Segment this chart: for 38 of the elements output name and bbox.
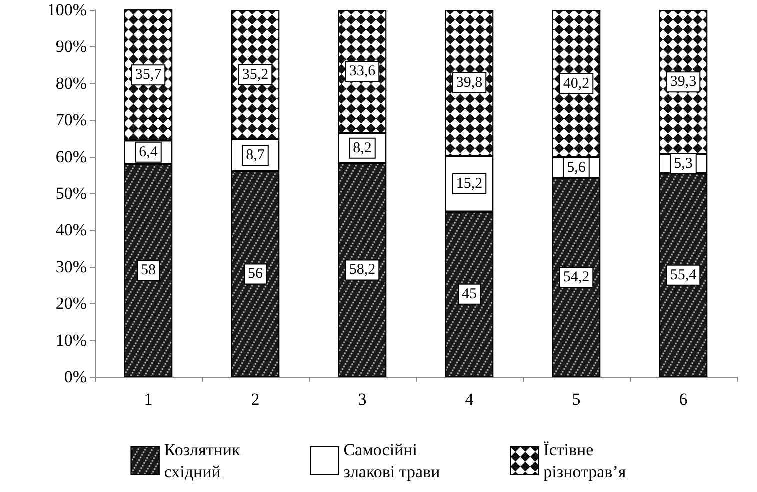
data-label: 54,2 [563, 270, 590, 286]
data-label: 5,3 [674, 156, 693, 172]
x-tick-label: 5 [572, 390, 581, 409]
x-tick-label: 2 [251, 390, 260, 409]
legend-label: Їстівне різнотрав’я [544, 440, 626, 482]
y-tick-label: 20% [56, 294, 87, 314]
y-tick-label: 100% [47, 0, 87, 20]
x-tick-label: 6 [679, 390, 688, 409]
data-label: 15,2 [456, 176, 483, 192]
y-tick-label: 50% [56, 184, 87, 203]
data-label: 33,6 [349, 64, 376, 80]
data-label: 55,4 [670, 267, 698, 284]
y-tick-label: 40% [56, 220, 87, 240]
data-label: 40,2 [563, 76, 590, 92]
data-label: 35,2 [242, 66, 269, 83]
data-label: 35,7 [135, 67, 162, 84]
y-tick-label: 30% [56, 257, 87, 276]
data-label: 8,2 [353, 140, 372, 156]
data-label: 6,4 [139, 144, 158, 160]
x-tick-label: 3 [358, 390, 367, 409]
y-tick-label: 0% [64, 368, 87, 386]
x-tick-label: 1 [144, 390, 153, 409]
x-tick-label: 4 [465, 390, 474, 409]
data-label: 39,3 [670, 74, 697, 90]
data-label: 5,6 [567, 160, 586, 176]
data-label: 45 [462, 286, 477, 302]
y-tick-label: 60% [56, 147, 87, 166]
data-label: 39,8 [456, 75, 483, 92]
legend-label: Самосійні злакові трави [344, 440, 440, 482]
y-tick-label: 80% [56, 74, 87, 93]
y-tick-label: 10% [56, 330, 87, 350]
data-label: 58,2 [349, 262, 376, 278]
data-label: 56 [248, 266, 264, 282]
y-tick-label: 90% [56, 37, 87, 56]
y-tick-label: 70% [56, 110, 87, 130]
legend-label: Козлятник східний [164, 440, 241, 482]
data-label: 58 [141, 262, 156, 279]
data-label: 8,7 [246, 148, 266, 164]
